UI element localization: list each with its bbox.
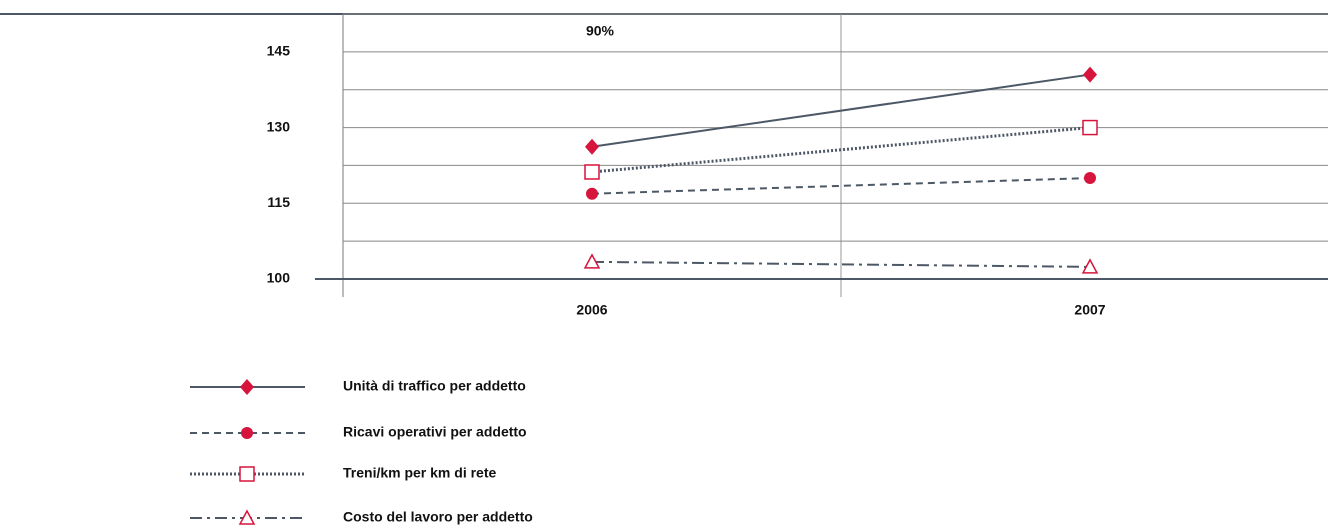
y-tick-label: 115 [267, 194, 290, 210]
y-tick-label: 145 [267, 43, 291, 59]
series-line [591, 260, 1091, 268]
legend-label: Unità di traffico per addetto [343, 378, 526, 394]
x-tick-label: 2006 [576, 302, 607, 318]
marker [584, 164, 600, 180]
marker [585, 138, 599, 155]
legend-marker [239, 466, 255, 482]
annotation: 90% [586, 23, 615, 39]
legend-marker [238, 509, 256, 525]
marker [1081, 258, 1099, 274]
marker [586, 187, 598, 200]
y-tick-label: 130 [267, 118, 291, 134]
legend-label: Ricavi operativi per addetto [343, 424, 527, 440]
legend-marker [240, 379, 254, 395]
series-line [591, 126, 1091, 174]
marker [583, 253, 601, 269]
legend-label: Treni/km per km di rete [343, 465, 496, 481]
legend-marker [241, 427, 253, 439]
marker [1084, 172, 1096, 185]
legend-label: Costo del lavoro per addetto [343, 509, 533, 525]
marker [1082, 119, 1098, 136]
marker [1083, 66, 1097, 83]
y-tick-label: 100 [267, 270, 291, 286]
x-tick-label: 2007 [1074, 302, 1105, 318]
series-line [591, 73, 1091, 148]
